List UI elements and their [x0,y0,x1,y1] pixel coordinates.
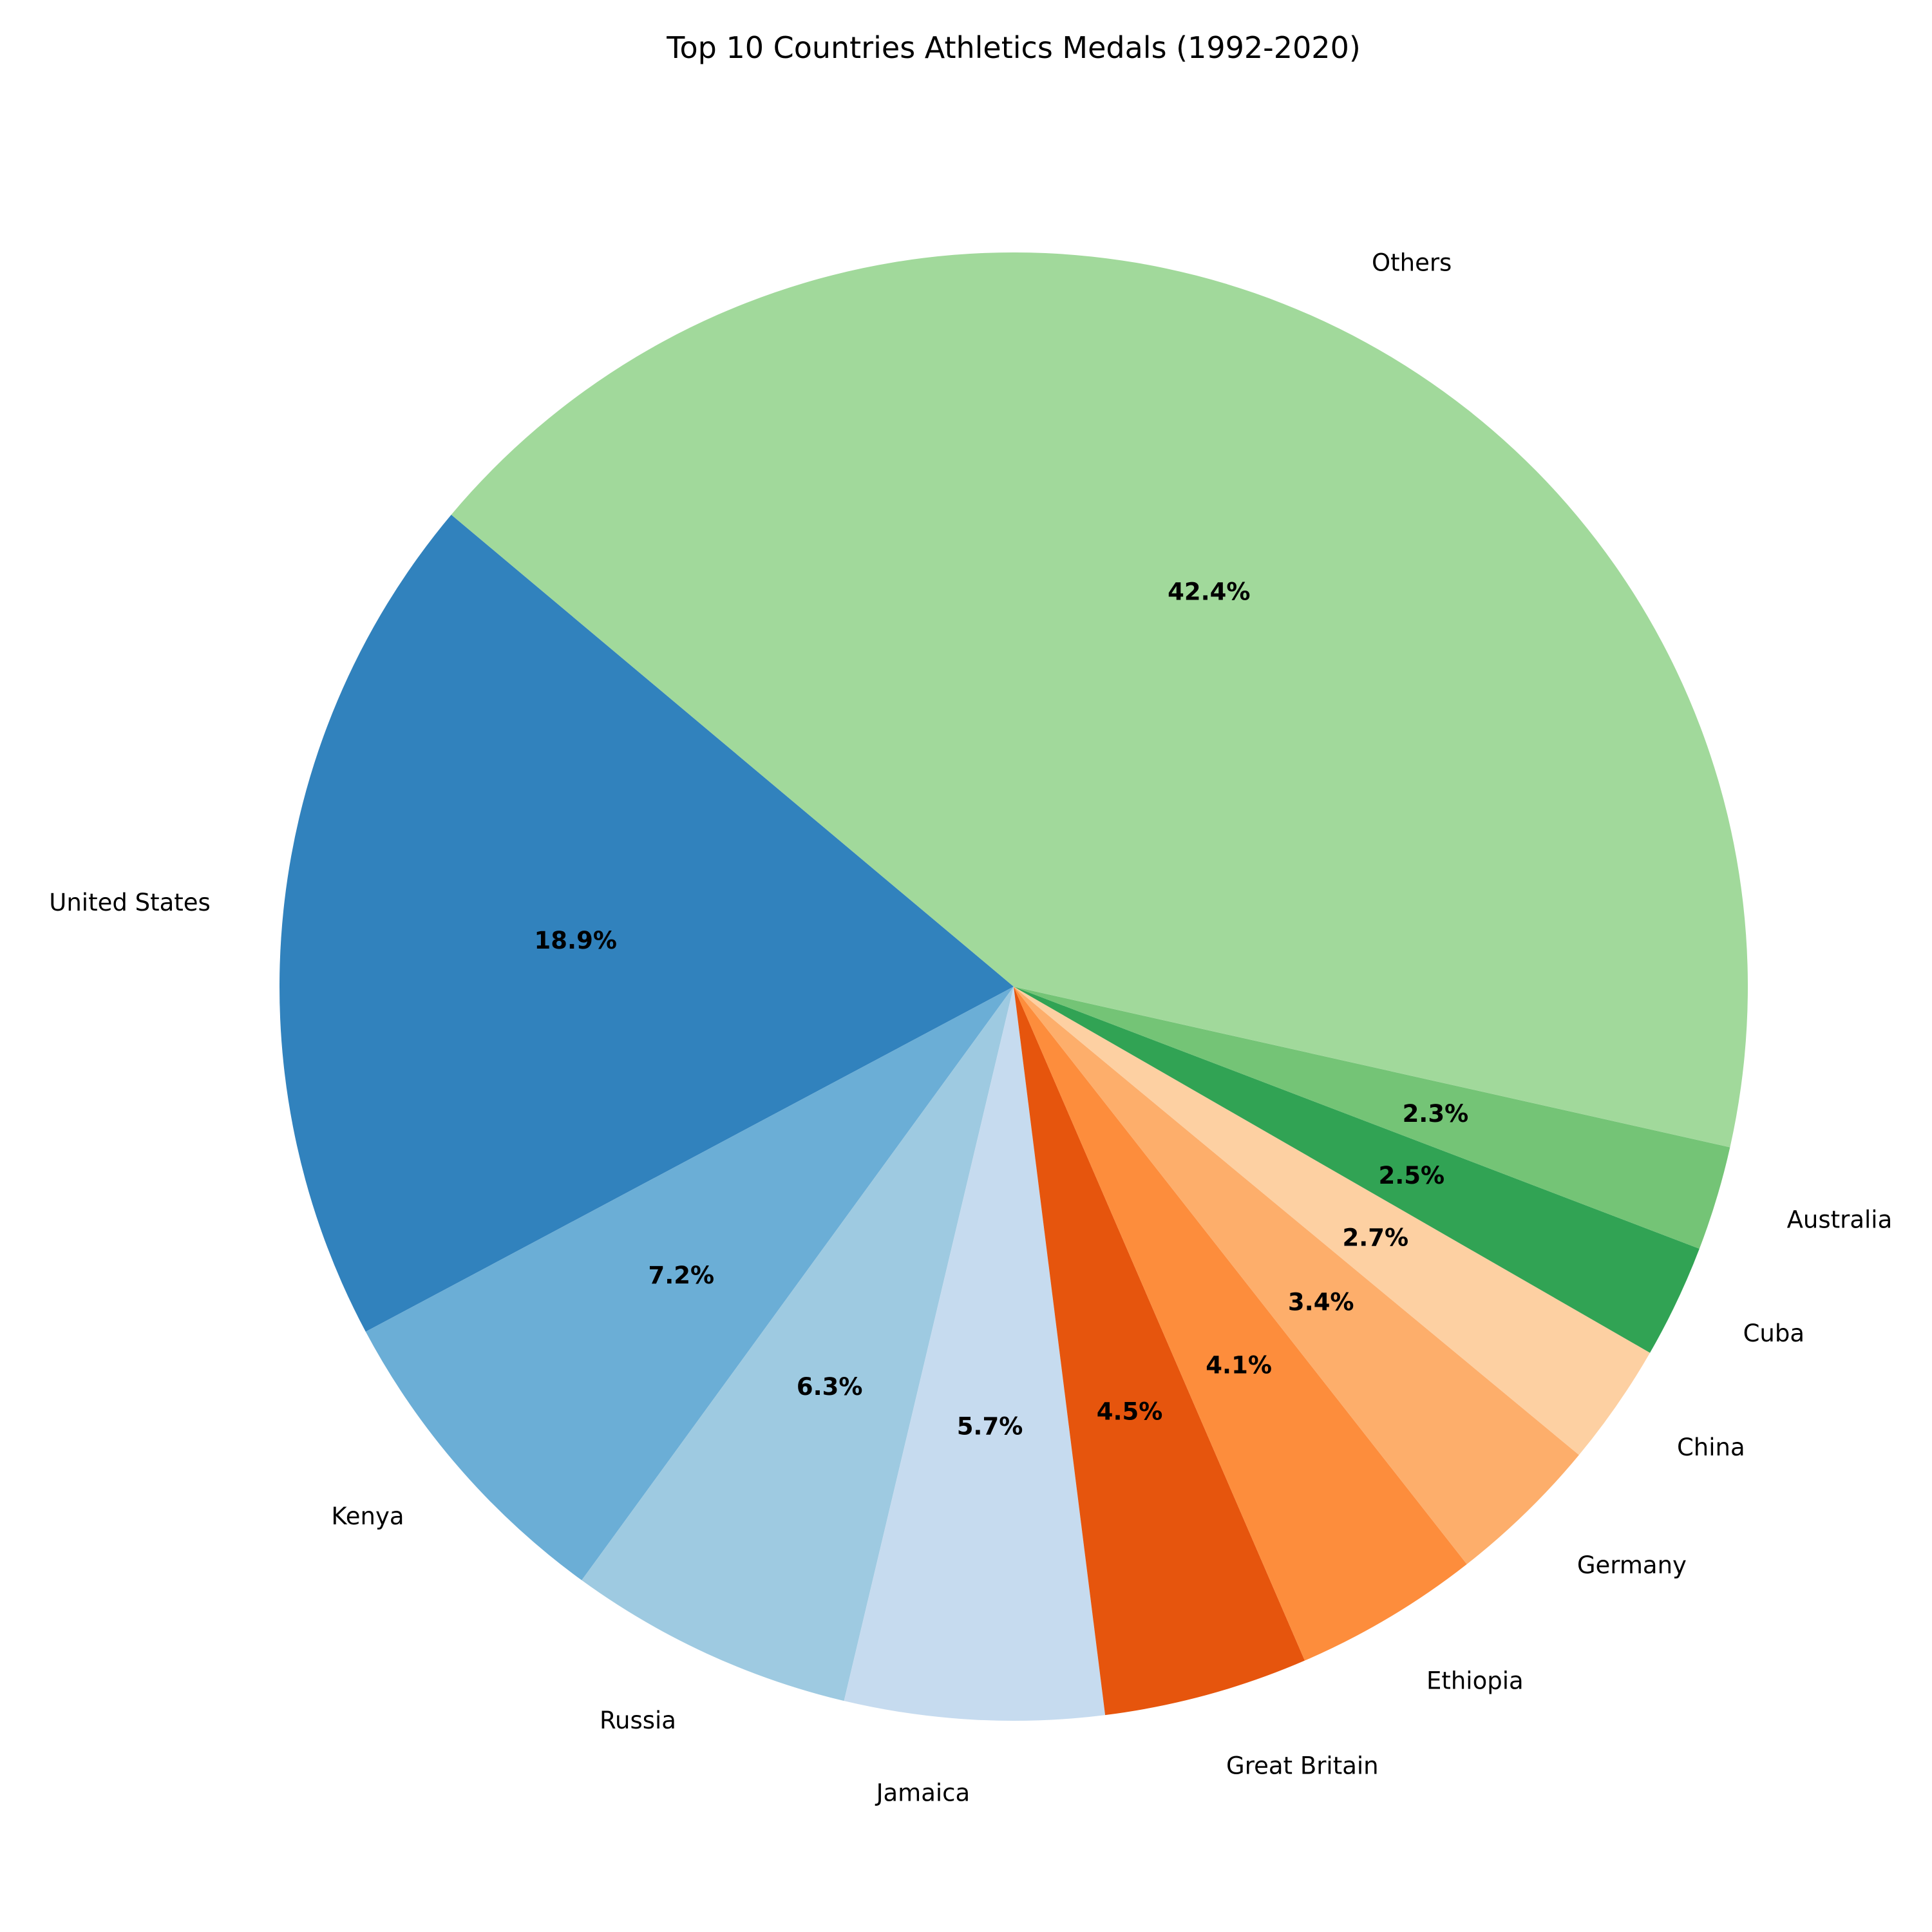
slice-label-germany: Germany [1577,1551,1687,1579]
pct-label-germany: 3.4% [1288,1289,1354,1316]
slice-label-australia: Australia [1787,1206,1893,1234]
pct-label-china: 2.7% [1342,1224,1408,1252]
pie-slice-china [1014,987,1651,1455]
slice-label-others: Others [1372,249,1452,277]
pie-slice-united-states [279,515,1014,1332]
pie-slice-jamaica [844,987,1106,1721]
pct-label-cuba: 2.5% [1378,1162,1444,1189]
pie-slice-others [451,252,1748,1148]
pct-label-russia: 6.3% [797,1373,863,1401]
slice-label-russia: Russia [600,1707,676,1734]
slice-labels: United States Kenya Russia Jamaica Great Bri… [49,249,1892,1807]
slice-label-cuba: Cuba [1743,1320,1804,1347]
pct-label-kenya: 7.2% [648,1262,714,1289]
pct-label-australia: 2.3% [1403,1100,1469,1128]
slice-label-kenya: Kenya [331,1502,404,1530]
pie-slice-kenya [365,987,1014,1580]
pie-slices [279,252,1748,1721]
pct-label-jamaica: 5.7% [957,1412,1023,1440]
pct-label-great-britain: 4.5% [1097,1397,1163,1425]
pct-label-ethiopia: 4.1% [1206,1351,1272,1379]
chart-title: Top 10 Countries Athletics Medals (1992-… [666,30,1361,65]
pie-slice-cuba [1014,987,1700,1353]
pie-slice-australia [1014,987,1730,1249]
slice-label-united-states: United States [49,889,211,916]
pie-slice-great-britain [1014,987,1305,1716]
slice-label-china: China [1677,1434,1745,1461]
pie-slice-russia [582,987,1014,1701]
pct-label-others: 42.4% [1168,578,1250,605]
slice-label-jamaica: Jamaica [875,1779,971,1807]
percentage-labels: 18.9% 7.2% 6.3% 5.7% 4.5% 4.1% 3.4% 2.7% 2.5% 2.3… [535,578,1469,1440]
slice-label-great-britain: Great Britain [1226,1752,1379,1779]
pie-slice-germany [1014,987,1579,1564]
pie-slice-ethiopia [1014,987,1467,1661]
pct-label-united-states: 18.9% [535,927,617,954]
slice-label-ethiopia: Ethiopia [1426,1667,1524,1694]
